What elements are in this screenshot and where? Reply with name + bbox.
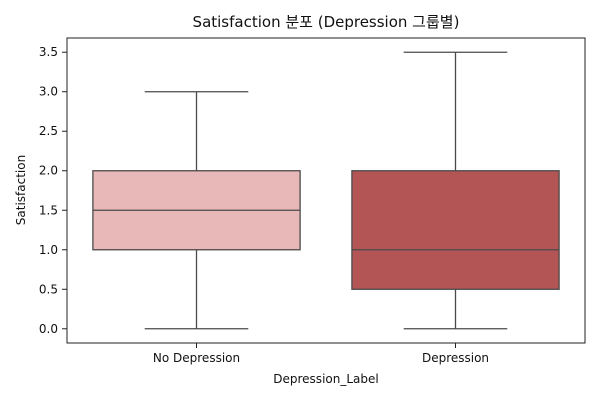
boxes-layer (92, 51, 560, 330)
y-axis: 0.0 0.5 1.0 1.5 2.0 2.5 3.0 3.5 (39, 45, 67, 336)
y-tick-label: 0.0 (39, 322, 58, 336)
y-tick-label: 3.0 (39, 85, 58, 99)
chart-title: Satisfaction 분포 (Depression 그룹별) (193, 13, 460, 31)
x-axis-label: Depression_Label (273, 372, 378, 386)
x-axis: No Depression Depression (153, 343, 489, 365)
y-tick-label: 2.5 (39, 124, 58, 138)
box-group (351, 51, 560, 330)
plot-frame (66, 37, 586, 344)
x-tick-label: No Depression (153, 351, 240, 365)
y-axis-label: Satisfaction (14, 155, 28, 225)
y-tick-label: 0.5 (39, 282, 58, 296)
y-tick-label: 2.0 (39, 164, 58, 178)
x-tick-label: Depression (422, 351, 489, 365)
y-tick-label: 1.5 (39, 203, 58, 217)
box-iqr (351, 170, 560, 290)
y-tick-label: 1.0 (39, 243, 58, 257)
box-group (92, 91, 301, 330)
y-tick-label: 3.5 (39, 45, 58, 59)
